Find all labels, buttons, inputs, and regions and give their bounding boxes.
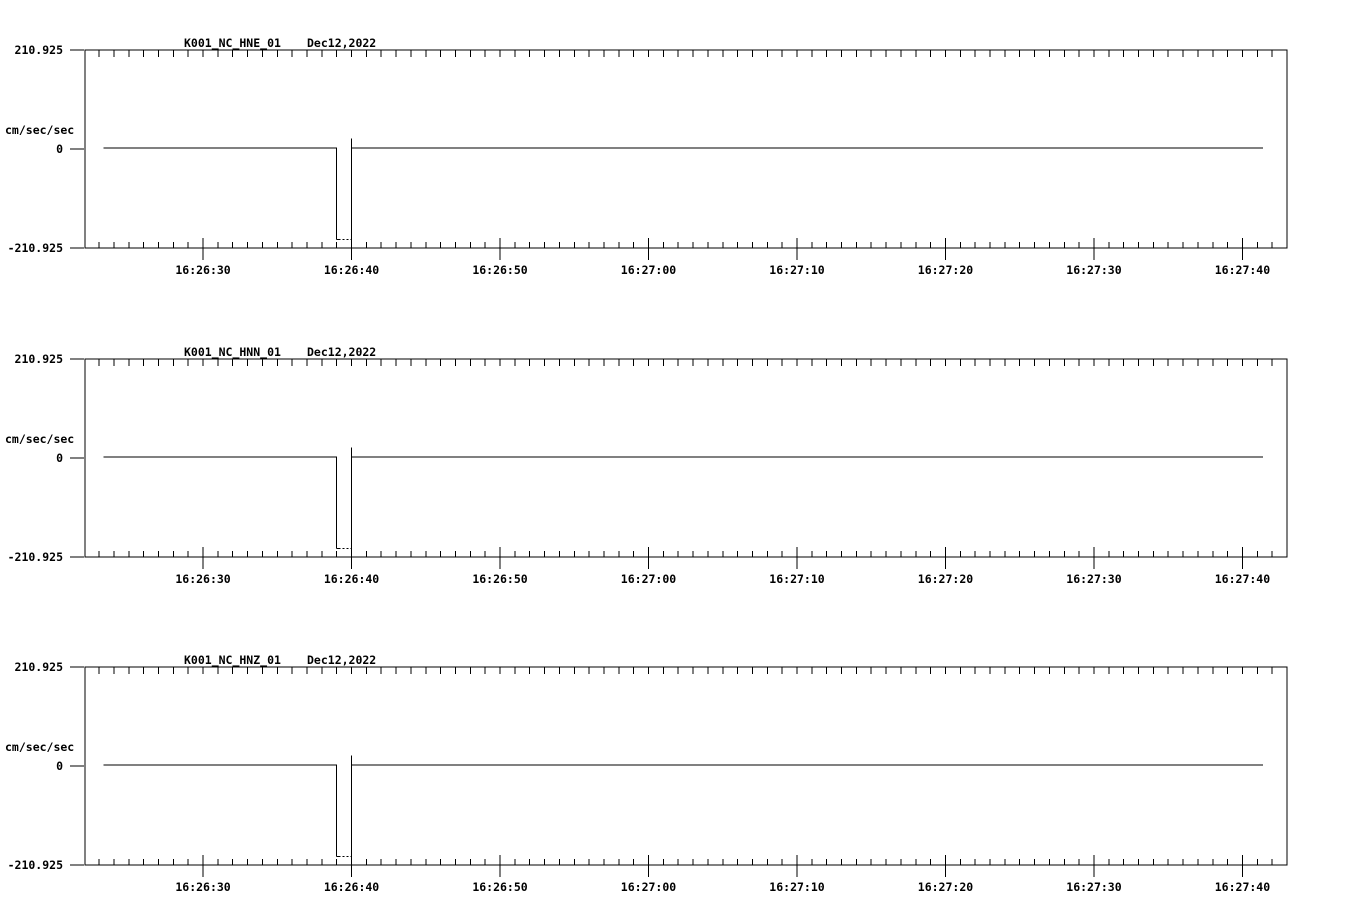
y-tick-label: 0 [56,142,63,156]
waveform-trace-tail [351,755,1264,857]
panel-title: K001_NC_HNN_01 [184,345,281,360]
panel-canvas: K001_NC_HNN_01 Dec12,2022 16:26:30 16:26:40… [5,345,1288,586]
x-tick-label: 16:26:40 [324,880,379,894]
plot-border [84,49,1288,249]
y-unit-label: cm/sec/sec [5,432,74,446]
x-tick-label: 16:27:40 [1215,880,1270,894]
seismogram-panel-hnz: K001_NC_HNZ_01 Dec12,2022 16:26:30 16:26:40… [0,617,1358,917]
y-tick-label: 0 [56,759,63,773]
y-axis-ticks [70,358,84,558]
bottom-axis-minor-ticks [98,859,1273,865]
x-tick-labels: 16:26:30 16:26:40 16:26:50 16:27:00 16:27:10… [175,572,1270,586]
top-axis-ticks [98,667,1273,674]
y-tick-label: 210.925 [15,43,64,57]
y-tick-label: 210.925 [15,352,64,366]
bottom-axis-major-ticks [202,855,1243,877]
x-tick-label: 16:27:40 [1215,263,1270,277]
y-tick-label: -210.925 [8,241,63,255]
x-tick-label: 16:27:00 [621,572,676,586]
x-tick-label: 16:27:30 [1066,880,1121,894]
y-axis-ticks [70,666,84,866]
panel-canvas: K001_NC_HNE_01 Dec12,2022 16:26:30 16:26:40… [5,36,1288,277]
y-tick-label: 0 [56,451,63,465]
x-tick-label: 16:27:10 [769,572,824,586]
x-tick-label: 16:27:40 [1215,572,1270,586]
panel-title: K001_NC_HNZ_01 [184,653,281,668]
panel-date: Dec12,2022 [307,36,376,50]
waveform-trace-tail [351,447,1264,549]
seismogram-panel-hnn: K001_NC_HNN_01 Dec12,2022 16:26:30 16:26:40… [0,309,1358,609]
y-tick-label: 210.925 [15,660,64,674]
x-tick-label: 16:27:30 [1066,263,1121,277]
x-tick-label: 16:27:10 [769,263,824,277]
x-tick-label: 16:27:20 [918,572,973,586]
x-tick-label: 16:27:00 [621,263,676,277]
x-tick-label: 16:26:30 [175,880,230,894]
waveform-trace [103,764,338,857]
y-unit-label: cm/sec/sec [5,123,74,137]
panel-canvas: K001_NC_HNZ_01 Dec12,2022 16:26:30 16:26:40… [5,653,1288,894]
waveform-trace [103,147,338,240]
x-tick-labels: 16:26:30 16:26:40 16:26:50 16:27:00 16:27:10… [175,880,1270,894]
bottom-axis-major-ticks [202,547,1243,569]
x-tick-label: 16:26:30 [175,572,230,586]
y-tick-label: -210.925 [8,858,63,872]
x-tick-label: 16:27:20 [918,880,973,894]
x-tick-label: 16:26:40 [324,572,379,586]
x-tick-label: 16:27:00 [621,880,676,894]
y-axis-ticks [70,49,84,249]
bottom-axis-minor-ticks [98,551,1273,557]
x-tick-label: 16:26:50 [472,572,527,586]
top-axis-ticks [98,50,1273,57]
bottom-axis-minor-ticks [98,242,1273,248]
y-unit-label: cm/sec/sec [5,740,74,754]
x-tick-label: 16:26:40 [324,263,379,277]
top-axis-ticks [98,359,1273,366]
waveform-trace-tail [351,138,1264,240]
x-tick-label: 16:26:50 [472,263,527,277]
x-tick-label: 16:26:50 [472,880,527,894]
plot-border [84,666,1288,866]
plot-border [84,358,1288,558]
panel-date: Dec12,2022 [307,345,376,359]
x-tick-label: 16:27:30 [1066,572,1121,586]
seismogram-panel-hne: K001_NC_HNE_01 Dec12,2022 16:26:30 16:26:40… [0,0,1358,300]
x-tick-label: 16:26:30 [175,263,230,277]
panel-title: K001_NC_HNE_01 [184,36,281,51]
y-tick-label: -210.925 [8,550,63,564]
panel-date: Dec12,2022 [307,653,376,667]
waveform-trace [103,456,338,549]
x-tick-labels: 16:26:30 16:26:40 16:26:50 16:27:00 16:27:10… [175,263,1270,277]
x-tick-label: 16:27:10 [769,880,824,894]
bottom-axis-major-ticks [202,238,1243,260]
x-tick-label: 16:27:20 [918,263,973,277]
